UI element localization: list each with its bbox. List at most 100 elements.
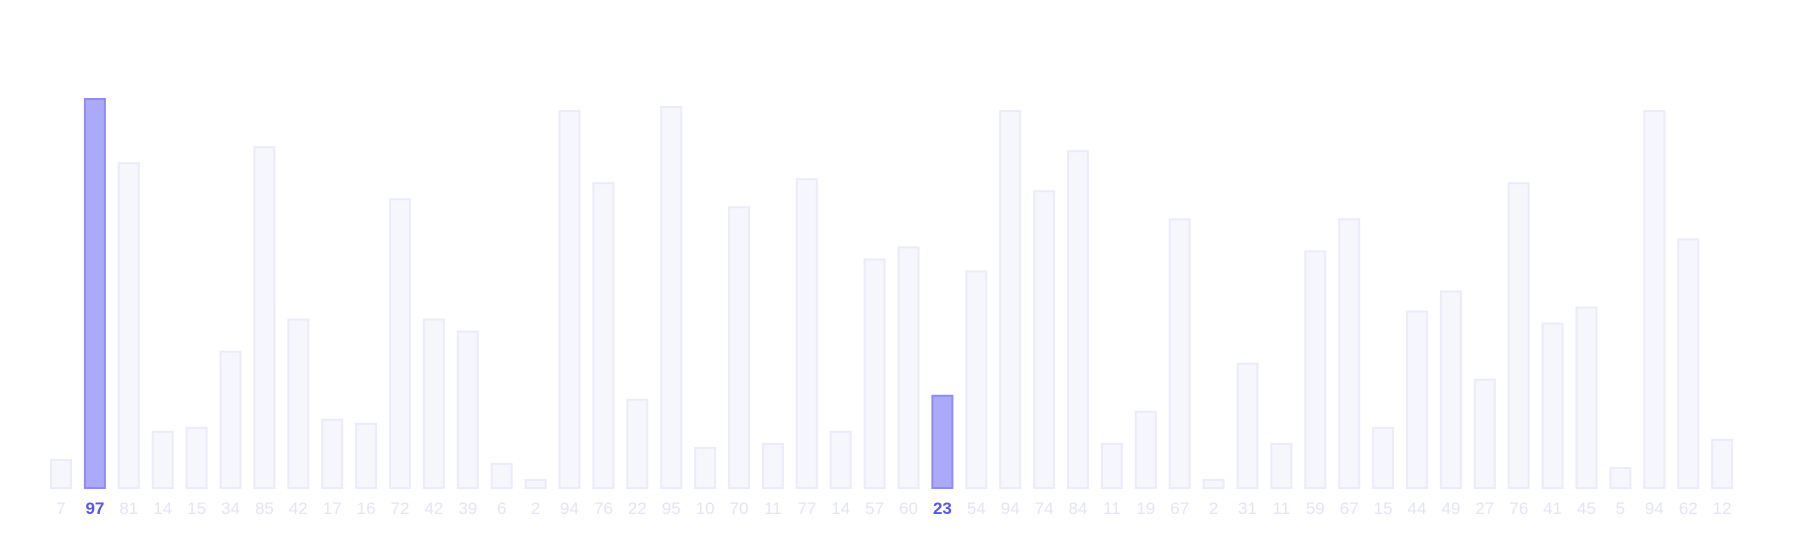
bar-value-label-highlighted: 97 (85, 499, 104, 518)
bar (1575, 306, 1598, 490)
bar (660, 106, 683, 490)
bar (389, 198, 411, 489)
bar (1338, 218, 1361, 489)
bar-value-label: 95 (662, 499, 681, 518)
bar-value-label: 67 (1340, 499, 1359, 518)
bar (1100, 442, 1123, 490)
bar-value-label: 16 (357, 499, 376, 518)
bar-value-label: 44 (1408, 499, 1427, 518)
bar (1372, 426, 1395, 490)
bar-value-label: 60 (899, 499, 918, 518)
bar-value-label: 85 (255, 499, 274, 518)
bar (1473, 378, 1496, 489)
bar (1406, 310, 1428, 489)
bar (863, 258, 886, 489)
bar (1507, 182, 1530, 489)
bar (626, 398, 649, 489)
bar (829, 430, 852, 489)
bar (1236, 362, 1259, 489)
bar (219, 350, 242, 489)
bar (1541, 322, 1564, 489)
bar (999, 110, 1022, 489)
bar-value-label: 6 (497, 499, 506, 518)
bar (1677, 238, 1700, 489)
bar-value-label: 42 (424, 499, 443, 518)
bar-value-label: 19 (1136, 499, 1155, 518)
bar (1202, 478, 1225, 490)
bar-value-label: 72 (391, 499, 410, 518)
bar (965, 270, 988, 489)
bar (897, 246, 920, 489)
bar-value-label: 54 (967, 499, 986, 518)
bar-value-label: 14 (831, 499, 850, 518)
bar-value-label: 15 (1374, 499, 1393, 518)
bar (50, 458, 72, 489)
bar (728, 206, 750, 489)
bar-value-label: 14 (153, 499, 172, 518)
bar-value-label: 39 (458, 499, 477, 518)
bar (761, 442, 784, 490)
bar-value-label: 7 (56, 499, 65, 518)
bar-value-label: 74 (1035, 499, 1054, 518)
bar-value-label: 62 (1679, 499, 1698, 518)
bar (694, 446, 717, 489)
bar-value-label: 17 (323, 499, 342, 518)
bar-value-label: 67 (1170, 499, 1189, 518)
bar-value-label: 31 (1238, 499, 1257, 518)
bar-value-label: 27 (1475, 499, 1494, 518)
bar-value-label: 42 (289, 499, 308, 518)
bar (490, 462, 513, 490)
bar (321, 418, 344, 490)
bar (1304, 250, 1327, 489)
bar-value-label: 76 (594, 499, 613, 518)
bar (151, 430, 174, 489)
bar-value-label: 5 (1616, 499, 1625, 518)
bar-value-label: 49 (1441, 499, 1460, 518)
bar (795, 178, 818, 490)
bar-value-label: 11 (764, 499, 782, 518)
bar (524, 478, 547, 490)
bar-highlighted (931, 394, 954, 490)
bar (1609, 466, 1632, 490)
bar-value-label: 81 (119, 499, 138, 518)
bar-value-label: 84 (1069, 499, 1088, 518)
bar-value-label: 34 (221, 499, 240, 518)
bar-highlighted (83, 98, 106, 489)
bar-value-label: 94 (560, 499, 579, 518)
bar-value-label: 76 (1509, 499, 1528, 518)
bar (1270, 442, 1293, 490)
bar (1033, 190, 1056, 490)
bar-value-label: 70 (730, 499, 749, 518)
value-labels-group: 7 97 81 14 15 34 85 42 17 16 72 42 39 6 2 94 76 22 95 10 70 1… (56, 499, 1731, 518)
bar-value-label: 94 (1001, 499, 1020, 518)
bar (1711, 438, 1734, 490)
bar (558, 110, 581, 489)
bar-value-label: 22 (628, 499, 647, 518)
bar (253, 146, 276, 489)
bar-value-label: 77 (797, 499, 816, 518)
bar-value-label: 15 (187, 499, 206, 518)
bar-value-label: 45 (1577, 499, 1596, 518)
bar-value-label: 11 (1273, 499, 1291, 518)
bar (1067, 150, 1089, 489)
bar-value-label: 41 (1543, 499, 1562, 518)
bar (456, 330, 479, 489)
bar (185, 426, 208, 490)
bar-value-label: 2 (531, 499, 540, 518)
bar-value-label: 57 (865, 499, 884, 518)
bar (592, 182, 615, 489)
bar-value-label: 59 (1306, 499, 1325, 518)
bar-value-label: 11 (1103, 499, 1121, 518)
bar (422, 318, 445, 489)
bar-value-label-highlighted: 23 (933, 499, 952, 518)
bar (1643, 110, 1666, 489)
bar (117, 162, 140, 489)
bar-value-label: 12 (1713, 499, 1732, 518)
bar (1134, 410, 1157, 489)
bar (1439, 290, 1462, 489)
bar-value-label: 2 (1209, 499, 1218, 518)
bar-value-label: 10 (696, 499, 715, 518)
bar (1168, 218, 1191, 489)
bars-group (50, 98, 1734, 490)
